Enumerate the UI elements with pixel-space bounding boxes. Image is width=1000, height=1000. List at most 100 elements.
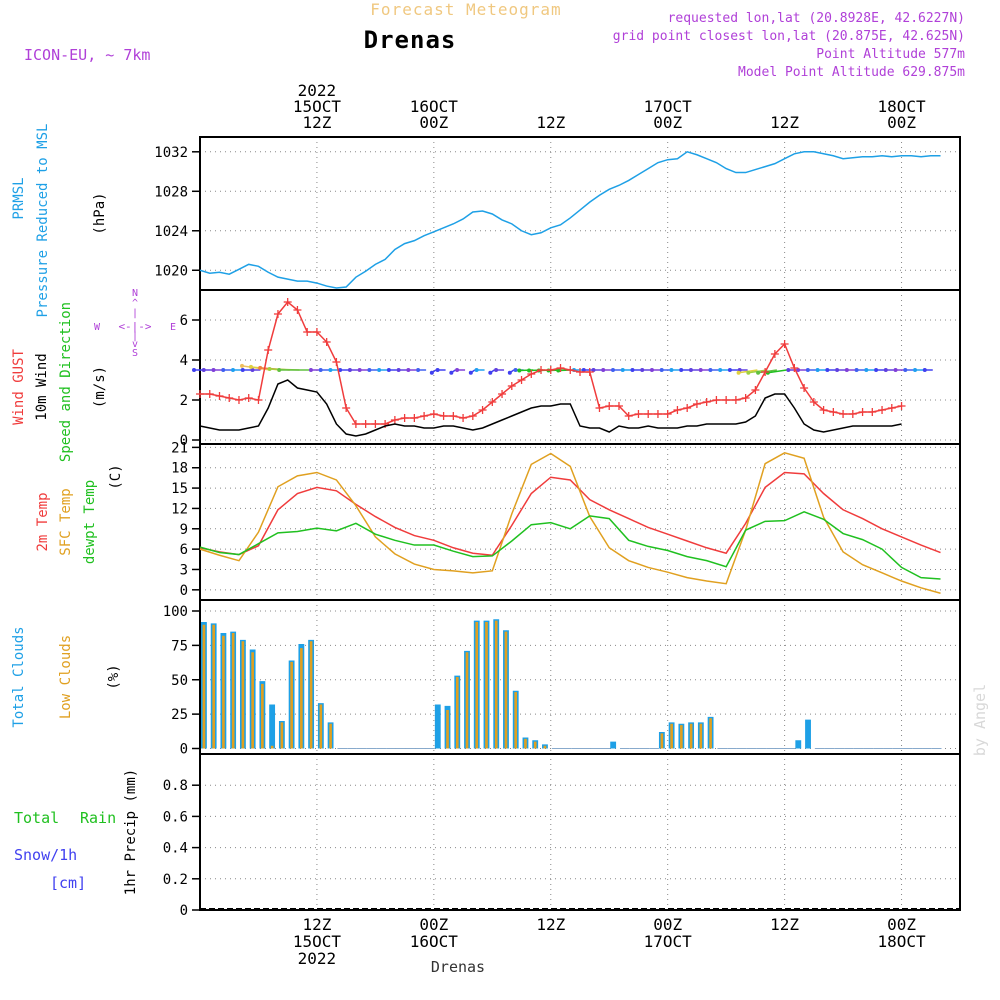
wind-direction-arrowhead xyxy=(610,368,615,372)
wind-direction-arrowhead xyxy=(698,368,703,372)
low-cloud-bar xyxy=(699,723,703,749)
wind-direction-arrowhead xyxy=(527,368,532,373)
panel-label-low-clouds: Low Clouds xyxy=(58,635,74,719)
ytick-label-pressure: 1024 xyxy=(154,224,188,240)
low-cloud-bar xyxy=(309,641,313,749)
total-cloud-bar xyxy=(610,741,617,749)
low-cloud-bar xyxy=(524,738,527,749)
low-cloud-bar xyxy=(446,710,449,749)
watermark: by Angel xyxy=(971,684,989,756)
panel-label-sfc-temp: SFC Temp xyxy=(58,488,74,555)
panel-temperature: 0 3 6 9 12 15 18 21 2m Temp SFC Temp dewpt Temp (C) xyxy=(35,440,961,601)
top-time-label: 17OCT xyxy=(644,97,693,116)
ytick-label-pressure: 1032 xyxy=(154,145,188,161)
total-cloud-bar xyxy=(269,704,276,749)
panel-label-rain: Rain xyxy=(80,809,116,827)
low-cloud-bar xyxy=(251,652,254,749)
low-cloud-bar xyxy=(485,622,488,749)
low-cloud-bar xyxy=(514,692,518,749)
model-altitude: Model Point Altitude 629.875m xyxy=(738,65,965,80)
panel-label-10m-wind: 10m Wind xyxy=(34,353,50,420)
low-cloud-bar xyxy=(670,723,673,749)
low-cloud-bar xyxy=(212,624,215,749)
wind-direction-arrowhead xyxy=(277,368,282,372)
bottom-time-label: 12Z xyxy=(770,915,799,934)
wind-direction-arrowhead xyxy=(230,368,235,372)
wind-direction-arrowhead xyxy=(815,368,820,372)
low-cloud-bar xyxy=(455,677,459,749)
bottom-time-label: 18OCT xyxy=(877,932,926,951)
wind-direction-arrowhead xyxy=(669,368,674,372)
wind-direction-arrowhead xyxy=(765,370,770,375)
wind-direction-arrowhead xyxy=(513,368,518,372)
panel-frame-pressure xyxy=(199,136,961,291)
ytick-label-wind: 2 xyxy=(180,393,188,409)
panel-label-total: Total xyxy=(14,809,59,827)
wind-direction-arrowhead xyxy=(601,368,606,372)
wind-direction-arrowhead xyxy=(556,368,561,373)
product-title: Forecast Meteogram xyxy=(370,0,561,19)
series-line-sfc-temp xyxy=(199,452,941,594)
ytick-label-precip: 0 xyxy=(180,903,188,919)
top-time-label: 12Z xyxy=(770,113,799,132)
top-time-label: 12Z xyxy=(536,113,565,132)
ytick-label-clouds: 50 xyxy=(171,673,188,689)
ytick-label-precip: 0.6 xyxy=(163,809,188,825)
bottom-time-label: 16OCT xyxy=(410,932,459,951)
wind-direction-arrowhead xyxy=(308,368,313,372)
wind-direction-arrowhead xyxy=(883,368,888,372)
wind-direction-arrowhead xyxy=(718,368,723,372)
model-label: ICON-EU, ~ 7km xyxy=(24,46,150,64)
wind-direction-arrowhead xyxy=(630,368,635,372)
wind-direction-arrowhead xyxy=(864,368,869,372)
wind-direction-arrowhead xyxy=(267,366,272,371)
wind-direction-arrowhead xyxy=(396,368,401,372)
wind-direction-arrowhead xyxy=(377,368,382,372)
bottom-time-label: 00Z xyxy=(653,915,682,934)
low-cloud-bar xyxy=(290,661,293,749)
wind-direction-arrowhead xyxy=(449,370,454,375)
total-cloud-bar xyxy=(434,704,441,749)
low-cloud-bar xyxy=(494,620,498,749)
low-cloud-bar xyxy=(261,683,264,749)
wind-direction-arrowhead xyxy=(649,368,654,372)
low-cloud-bar xyxy=(231,633,235,749)
wind-direction-arrowhead xyxy=(620,368,625,372)
compass-bar-upper: | xyxy=(132,308,138,319)
low-cloud-bar xyxy=(280,722,284,749)
wind-direction-arrowhead xyxy=(708,368,713,372)
wind-direction-arrowhead xyxy=(507,370,512,375)
low-cloud-bar xyxy=(465,652,469,749)
wind-direction-arrowhead xyxy=(386,368,391,372)
compass-east: E xyxy=(170,322,176,333)
ytick-label-clouds: 100 xyxy=(163,604,188,620)
compass-horizontal: <-|-> xyxy=(118,320,151,333)
panel-label-snow: Snow/1h xyxy=(14,846,77,864)
ytick-label-temperature: 18 xyxy=(171,461,188,477)
wind-direction-arrowhead xyxy=(367,368,372,372)
point-altitude: Point Altitude 577m xyxy=(816,47,965,62)
wind-compass: N^|<-|->W E|vS xyxy=(94,288,176,359)
wind-direction-arrowhead xyxy=(357,368,362,372)
panel-label-hpa: (hPa) xyxy=(92,192,108,234)
ytick-label-pressure: 1020 xyxy=(154,263,188,279)
compass-bar-lower: | xyxy=(132,331,138,342)
ytick-label-clouds: 75 xyxy=(171,638,188,654)
wind-direction-arrowhead xyxy=(248,364,253,369)
wind-direction-arrowhead xyxy=(338,368,343,372)
panel-label-2m-temp: 2m Temp xyxy=(35,492,51,551)
compass-north: N xyxy=(132,288,138,299)
wind-direction-arrowhead xyxy=(756,370,761,375)
ytick-label-temperature: 3 xyxy=(180,562,188,578)
series-line-dewpt-temp xyxy=(199,511,941,580)
wind-direction-arrowhead xyxy=(736,370,741,375)
low-cloud-bar xyxy=(709,718,712,749)
series-line-10m-wind xyxy=(199,379,902,437)
top-time-label: 00Z xyxy=(887,113,916,132)
wind-direction-arrowhead xyxy=(488,370,493,375)
ytick-label-wind: 6 xyxy=(180,313,188,329)
wind-direction-arrowhead xyxy=(468,370,473,375)
low-cloud-bar xyxy=(270,745,274,749)
low-cloud-bar xyxy=(689,723,693,749)
